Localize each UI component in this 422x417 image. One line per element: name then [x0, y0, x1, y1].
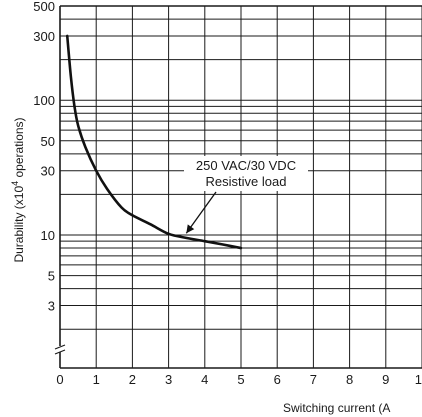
x-tick-label: 10	[415, 372, 422, 387]
durability-curve	[65, 34, 243, 250]
x-tick-label: 8	[346, 372, 353, 387]
y-tick-label: 50	[41, 134, 55, 149]
y-axis-label-main: Durability (x10	[12, 186, 26, 263]
annotation-arrow-line	[185, 191, 217, 234]
y-axis-label-tail: operations)	[12, 117, 26, 180]
annotation-group: 250 VAC/30 VDC Resistive load	[184, 156, 308, 234]
annotation-line1: 250 VAC/30 VDC	[196, 158, 296, 173]
y-tick-label: 30	[41, 164, 55, 179]
y-tick-label: 300	[33, 29, 55, 44]
y-tick-label: 10	[41, 228, 55, 243]
tick-labels: 0 1 2 3 4 5 6 7 8 9 10 3 5 10 30 50 100 300 500	[33, 0, 422, 387]
y-tick-label: 100	[33, 93, 55, 108]
x-tick-label: 0	[56, 372, 63, 387]
axis-break-slash	[54, 349, 66, 355]
x-tick-label: 6	[274, 372, 281, 387]
annotation-background	[184, 156, 308, 191]
x-tick-label: 4	[201, 372, 208, 387]
x-tick-label: 5	[237, 372, 244, 387]
grid-lines	[59, 5, 422, 369]
x-tick-label: 9	[382, 372, 389, 387]
x-tick-label: 1	[93, 372, 100, 387]
x-tick-label: 3	[165, 372, 172, 387]
x-axis-label: Switching current (A	[283, 401, 390, 415]
annotation-arrow-head	[186, 224, 195, 234]
axis-break-gap	[56, 346, 64, 352]
y-tick-label: 500	[33, 0, 55, 14]
axis-break-slash	[54, 344, 66, 350]
y-axis-label: Durability (x104 operations)	[10, 117, 26, 262]
annotation-line2: Resistive load	[206, 174, 287, 189]
y-axis-label-sup: 4	[10, 181, 20, 186]
y-tick-label: 5	[48, 269, 55, 284]
y-tick-label: 3	[48, 298, 55, 313]
x-tick-label: 7	[310, 372, 317, 387]
axis-break-mark	[54, 344, 66, 355]
series-layer	[65, 34, 243, 250]
x-tick-label: 2	[129, 372, 136, 387]
